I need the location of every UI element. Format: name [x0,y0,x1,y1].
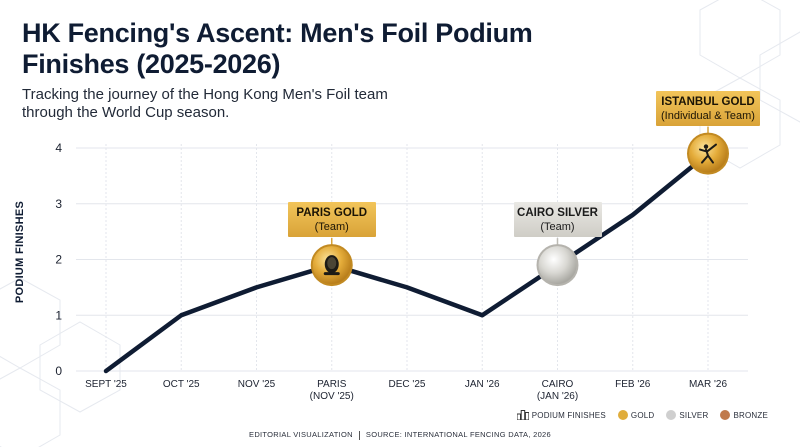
bronze-swatch [720,410,731,420]
x-tick-label: PARIS (NOV '25) [310,379,354,402]
legend-bronze-label: BRONZE [733,410,768,420]
annotation-label: PARIS GOLD (Team) [287,202,376,238]
footer-left: EDITORIAL VISUALIZATION [249,430,353,439]
x-tick-label: DEC '25 [389,379,426,390]
x-tick-label: OCT '25 [163,379,200,390]
silver-medal-icon [538,246,577,285]
chart-subtitle: Tracking the journey of the Hong Kong Me… [22,86,388,121]
legend: PODIUM FINISHES GOLD SILVER BRONZE [511,410,768,420]
x-tick-label: MAR '26 [689,379,727,390]
annotation-detail: (Individual & Team) [661,109,755,122]
x-tick-label: NOV '25 [238,379,276,390]
y-tick-label: 0 [55,364,62,378]
legend-bronze: BRONZE [720,410,768,420]
y-tick-label: 3 [55,197,62,211]
x-tick-label: CAIRO (JAN '26) [537,379,578,402]
legend-podium-label: PODIUM FINISHES [531,410,606,420]
annotation-label: CAIRO SILVER (Team) [513,202,602,238]
y-tick-label: 2 [55,253,62,267]
annotation-title: ISTANBUL GOLD [661,95,755,108]
x-tick-label: JAN '26 [465,379,500,390]
footer: EDITORIAL VISUALIZATION SOURCE: INTERNATI… [0,430,800,440]
y-tick-label: 4 [55,141,62,155]
legend-silver-label: SILVER [679,410,709,420]
podium-icon [516,410,529,420]
annotation-label: ISTANBUL GOLD (Individual & Team) [656,90,760,126]
chart-title: HK Fencing's Ascent: Men's Foil Podium F… [22,18,533,79]
annotation-title: CAIRO SILVER [517,207,598,220]
annotation-detail: (Team) [540,221,575,234]
legend-gold-label: GOLD [630,410,655,420]
annotation-title: PARIS GOLD [296,207,368,220]
footer-source: SOURCE: INTERNATIONAL FENCING DATA, 2026 [365,430,551,439]
gold-swatch [617,410,628,420]
series-line [103,151,711,374]
x-tick-label: FEB '26 [615,379,651,390]
fencer-mask-icon [323,255,340,276]
legend-gold: GOLD [617,410,655,420]
annotation-detail: (Team) [314,221,349,234]
legend-podium: PODIUM FINISHES [516,410,606,420]
fencer-lunge-icon [699,143,717,164]
silver-swatch [666,410,677,420]
legend-silver: SILVER [666,410,708,420]
y-tick-label: 1 [55,308,62,322]
x-tick-label: SEPT '25 [85,379,127,390]
